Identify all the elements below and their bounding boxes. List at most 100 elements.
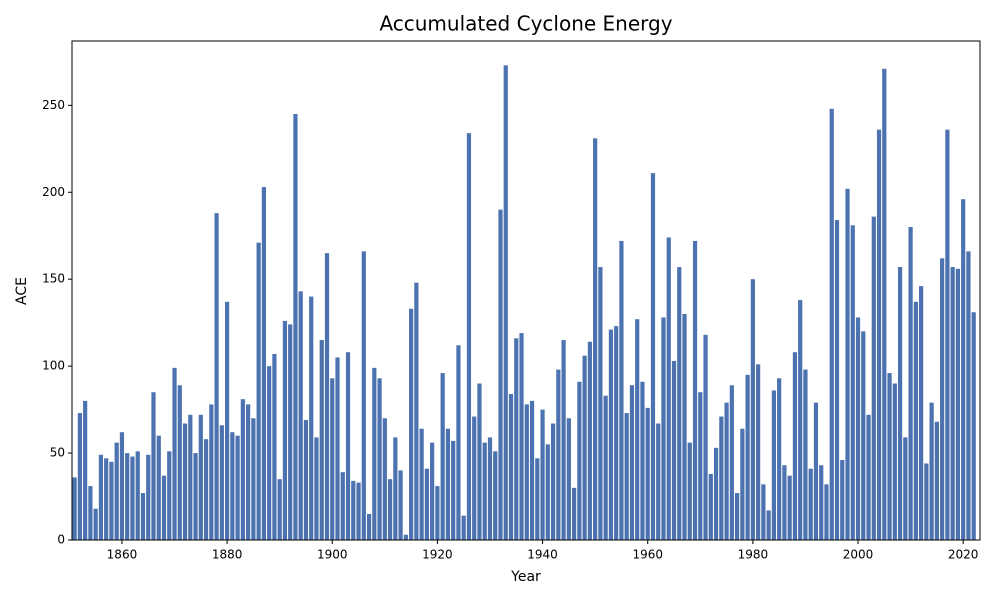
bar	[340, 472, 345, 540]
bar	[792, 352, 798, 540]
bar	[198, 414, 203, 540]
bar	[614, 326, 619, 540]
bar	[382, 418, 387, 540]
bar	[177, 385, 182, 540]
bar	[687, 442, 692, 540]
bar	[240, 399, 245, 540]
bar	[771, 390, 777, 540]
y-tick-label: 150	[42, 272, 65, 286]
bar	[161, 475, 167, 540]
bar	[361, 251, 366, 540]
bar	[892, 383, 897, 540]
bar	[629, 385, 635, 540]
bar	[403, 534, 408, 540]
bar	[682, 313, 687, 540]
bar	[761, 484, 766, 540]
y-tick-label: 100	[42, 359, 65, 373]
bar	[819, 465, 824, 540]
bar	[230, 432, 235, 540]
bar	[719, 416, 724, 540]
bar	[519, 333, 524, 540]
bar	[882, 68, 887, 540]
bar	[824, 484, 829, 540]
bar	[698, 392, 703, 540]
bar	[724, 402, 729, 540]
bar	[277, 479, 282, 540]
bar	[903, 437, 908, 540]
bar	[330, 378, 335, 540]
bar	[924, 463, 929, 540]
bar	[151, 392, 156, 540]
bar	[167, 451, 172, 540]
bar	[845, 188, 850, 540]
bar	[745, 374, 750, 540]
bar	[282, 320, 288, 540]
x-tick-label: 1940	[527, 548, 558, 562]
bar	[713, 447, 719, 540]
bar	[572, 487, 577, 540]
bar	[529, 400, 535, 540]
bar	[193, 453, 198, 540]
bar	[550, 423, 556, 540]
x-tick-label: 1900	[317, 548, 348, 562]
bar	[88, 486, 93, 540]
bar	[188, 414, 193, 540]
bar	[419, 428, 424, 540]
bar	[577, 381, 582, 540]
bar	[661, 317, 666, 540]
bar	[83, 400, 88, 540]
bar	[314, 437, 319, 540]
bar	[372, 367, 377, 540]
y-tick-label: 0	[57, 533, 65, 547]
bar	[897, 267, 903, 540]
bar	[808, 468, 813, 540]
bar	[913, 301, 918, 540]
bar	[666, 237, 671, 540]
bar	[703, 334, 708, 540]
bar	[750, 279, 755, 540]
bar	[119, 432, 125, 540]
bar	[414, 282, 419, 540]
bar	[908, 227, 913, 540]
bar	[798, 300, 803, 540]
bar	[829, 108, 834, 541]
x-tick-label: 1860	[107, 548, 138, 562]
bar	[855, 317, 861, 540]
bar	[971, 312, 976, 540]
x-tick-label: 2000	[843, 548, 874, 562]
bar	[493, 451, 498, 540]
bar	[424, 468, 429, 540]
bar	[656, 423, 661, 540]
bar	[950, 267, 955, 540]
bar	[351, 480, 356, 540]
bar	[482, 442, 487, 540]
bar	[235, 435, 240, 540]
bar	[303, 420, 309, 540]
bar	[850, 225, 855, 540]
bar	[871, 216, 876, 541]
bar	[729, 385, 734, 540]
bar	[635, 319, 640, 540]
bar	[619, 240, 624, 540]
bar	[734, 493, 740, 540]
bar	[209, 404, 214, 540]
bar	[156, 435, 161, 540]
bar	[593, 138, 598, 541]
bar	[182, 423, 188, 540]
bar	[861, 331, 866, 540]
bar	[288, 324, 293, 540]
x-tick-label: 1880	[212, 548, 243, 562]
bar	[603, 395, 608, 540]
bar	[114, 442, 119, 540]
bar	[219, 425, 224, 540]
bar	[224, 301, 230, 540]
bar	[514, 338, 519, 540]
bar	[93, 508, 98, 540]
bar	[524, 404, 529, 540]
bar	[345, 352, 351, 540]
bar	[356, 482, 361, 540]
bar	[556, 369, 561, 540]
bar	[104, 458, 109, 540]
bar	[756, 364, 761, 540]
